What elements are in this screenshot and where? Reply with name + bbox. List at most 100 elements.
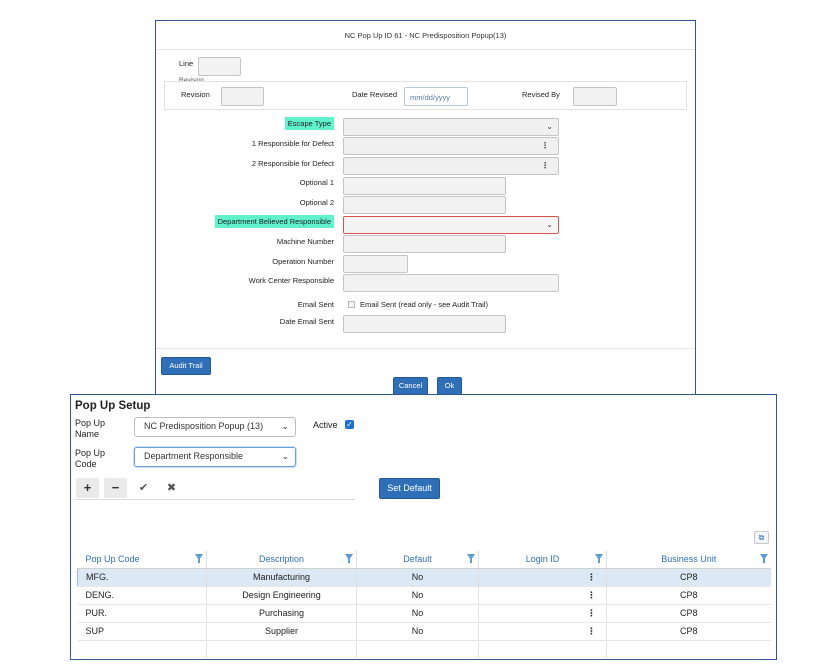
responsible1-label: 1 Responsible for Defect	[251, 139, 334, 148]
kebab-icon: ⋮	[541, 161, 549, 170]
cell-business-unit: CP8	[606, 568, 771, 587]
audit-trail-button[interactable]: Audit Trail	[161, 357, 211, 375]
divider	[156, 348, 695, 349]
table-row[interactable]: PUR. Purchasing No ⋮ CP8	[77, 604, 771, 623]
filter-icon[interactable]	[195, 554, 203, 563]
department-label: Department Believed Responsible	[214, 215, 334, 228]
chevron-down-icon: ⌄	[546, 220, 553, 229]
escape-type-label: Escape Type	[284, 117, 334, 130]
set-default-button[interactable]: Set Default	[379, 478, 440, 499]
date-revised-input[interactable]: mm/dd/yyyy	[404, 87, 468, 106]
cell-description: Purchasing	[206, 604, 357, 623]
table-row[interactable]: MFG. Manufacturing No ⋮ CP8	[77, 568, 771, 587]
cancel-edit-icon[interactable]: ✖	[166, 482, 177, 494]
optional2-field[interactable]	[343, 196, 506, 214]
nc-predisposition-popup: NC Pop Up ID 61 - NC Predisposition Popu…	[155, 20, 696, 398]
responsible2-select[interactable]: ⋮	[343, 157, 559, 175]
escape-type-select[interactable]: ⌄	[343, 118, 559, 136]
cell-default: No	[356, 586, 479, 605]
chevron-down-icon: ⌄	[281, 421, 289, 431]
pop-up-code-label: Pop Up Code	[75, 448, 106, 469]
operation-number-label: Operation Number	[272, 257, 334, 266]
revision-group: Revision Date Revised mm/dd/yyyy Revised…	[164, 81, 687, 110]
table-row[interactable]: SUP Supplier No ⋮ CP8	[77, 622, 771, 641]
column-header-login-id[interactable]: Login ID	[478, 550, 607, 569]
work-center-field[interactable]	[343, 274, 559, 292]
cell-default: No	[356, 568, 479, 587]
kebab-icon[interactable]: ⋮	[587, 625, 596, 636]
toolbar-divider	[75, 499, 355, 500]
operation-number-field[interactable]	[343, 255, 408, 273]
filter-icon[interactable]	[345, 554, 353, 563]
popup-title: NC Pop Up ID 61 - NC Predisposition Popu…	[344, 31, 507, 40]
work-center-label: Work Center Responsible	[248, 276, 334, 285]
cell-business-unit: CP8	[606, 586, 771, 605]
revision-group-label: Revision	[179, 77, 204, 84]
column-header-default[interactable]: Default	[356, 550, 479, 569]
divider	[156, 49, 695, 50]
remove-row-button[interactable]: −	[104, 478, 127, 498]
pop-up-name-value: NC Predisposition Popup (13)	[144, 421, 264, 431]
cell-login-id[interactable]: ⋮	[478, 622, 607, 641]
pop-up-setup-panel: Pop Up Setup Pop Up Name NC Predispositio…	[70, 394, 777, 660]
optional1-label: Optional 1	[299, 178, 334, 187]
cancel-button[interactable]: Cancel	[393, 377, 428, 395]
filter-icon[interactable]	[595, 554, 603, 563]
cell-description: Design Engineering	[206, 586, 357, 605]
kebab-icon[interactable]: ⋮	[587, 589, 596, 600]
active-checkbox[interactable]: ✓	[345, 420, 354, 429]
cell-code: MFG.	[77, 568, 207, 587]
pop-up-name-select[interactable]: NC Predisposition Popup (13) ⌄	[134, 417, 296, 437]
department-select[interactable]: ⌄	[343, 216, 559, 234]
filter-icon[interactable]	[759, 554, 768, 563]
cell-business-unit: CP8	[606, 622, 771, 641]
revision-field[interactable]	[221, 87, 264, 106]
export-icon[interactable]: ⧉	[754, 531, 769, 544]
pop-up-code-select[interactable]: Department Responsible ⌄	[134, 447, 296, 467]
pop-up-name-label: Pop Up Name	[75, 418, 106, 439]
kebab-icon[interactable]: ⋮	[587, 607, 596, 618]
revised-by-field[interactable]	[573, 87, 617, 106]
table-row[interactable]: DENG. Design Engineering No ⋮ CP8	[77, 586, 771, 605]
pop-up-code-value: Department Responsible	[144, 451, 244, 461]
cell-login-id[interactable]: ⋮	[478, 586, 607, 605]
optional1-field[interactable]	[343, 177, 506, 195]
revised-by-label: Revised By	[522, 90, 560, 99]
machine-number-label: Machine Number	[276, 237, 334, 246]
column-header-business-unit[interactable]: Business Unit	[606, 550, 771, 569]
date-email-sent-label: Date Email Sent	[279, 317, 334, 326]
column-header-code[interactable]: Pop Up Code	[77, 550, 207, 569]
optional2-label: Optional 2	[299, 198, 334, 207]
responsible2-label: 2 Responsible for Defect	[251, 159, 334, 168]
setup-heading: Pop Up Setup	[75, 400, 151, 412]
column-header-description[interactable]: Description	[206, 550, 357, 569]
chevron-down-icon: ⌄	[281, 451, 289, 461]
kebab-icon: ⋮	[541, 141, 549, 150]
cell-login-id[interactable]: ⋮	[478, 604, 607, 623]
cell-default: No	[356, 604, 479, 623]
email-sent-label: Email Sent	[297, 300, 334, 309]
kebab-icon[interactable]: ⋮	[587, 571, 596, 582]
add-row-button[interactable]: +	[76, 478, 99, 498]
confirm-icon[interactable]: ✔	[138, 482, 149, 494]
machine-number-field[interactable]	[343, 235, 506, 253]
filter-icon[interactable]	[467, 554, 475, 563]
cell-description: Manufacturing	[206, 568, 357, 587]
pop-up-code-grid: Pop Up Code Description Default Login ID…	[77, 550, 771, 658]
cell-default: No	[356, 622, 479, 641]
date-email-sent-field[interactable]	[343, 315, 506, 333]
ok-button[interactable]: Ok	[437, 377, 462, 395]
cell-business-unit: CP8	[606, 604, 771, 623]
chevron-down-icon: ⌄	[546, 122, 553, 131]
email-sent-checkbox-label: Email Sent (read only - see Audit Trail)	[360, 300, 488, 309]
line-field[interactable]	[198, 57, 241, 76]
date-revised-label: Date Revised	[352, 90, 398, 99]
responsible1-select[interactable]: ⋮	[343, 137, 559, 155]
active-label: Active	[313, 420, 338, 430]
cell-code: SUP	[77, 622, 207, 641]
cell-login-id[interactable]: ⋮	[478, 568, 607, 587]
line-label: Line	[179, 59, 194, 68]
date-revised-placeholder: mm/dd/yyyy	[410, 93, 451, 102]
table-row-empty	[77, 640, 771, 658]
email-sent-checkbox	[348, 301, 355, 308]
